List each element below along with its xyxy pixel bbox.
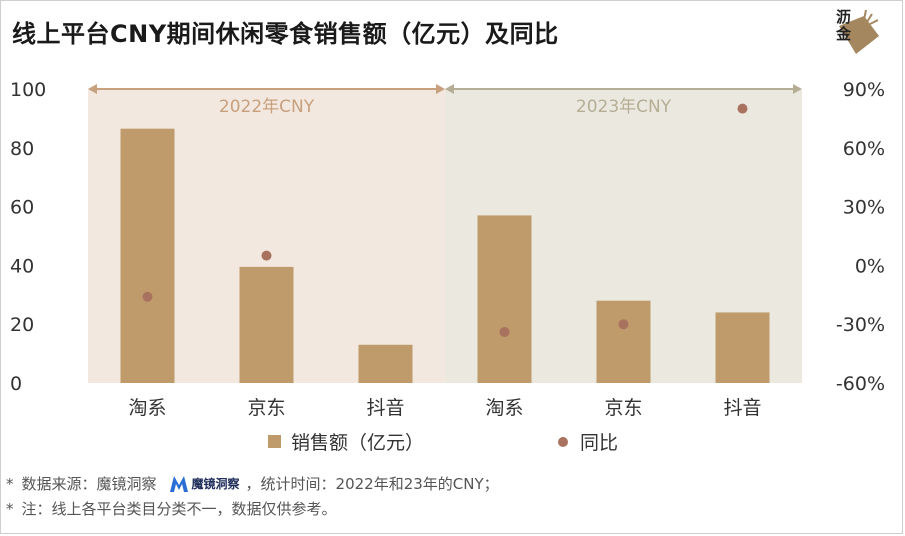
- y-right-tick-label: 30%: [843, 197, 885, 219]
- bar-4: [477, 215, 532, 383]
- y-left-tick-label: 0: [10, 373, 22, 395]
- combo-chart: 2022年CNY 2023年CNY 0 20 40 60 80 100 -60% -30% 0% 30…: [10, 79, 885, 419]
- disclaimer-note: * 注：线上各平台类目分类不一，数据仅供参考。: [6, 498, 337, 519]
- y-right-tick-label: 0%: [855, 255, 885, 277]
- group-arrow-left-1: [88, 84, 97, 94]
- y-right-tick-label: -30%: [836, 314, 885, 336]
- mojing-m-icon: [169, 475, 188, 492]
- bar-1: [120, 128, 175, 383]
- y-left-tick-label: 80: [10, 138, 34, 160]
- mojing-logo-text: 魔镜洞察: [191, 477, 240, 491]
- brand-logo-text: 沥金: [836, 8, 852, 43]
- x-tick-label: 抖音: [366, 397, 404, 419]
- legend-label-sales: 销售额（亿元）: [291, 432, 425, 454]
- legend-dot-swatch: [558, 436, 568, 447]
- group-label-1: 2022年CNY: [219, 97, 315, 117]
- legend-item-yoy: 同比: [558, 428, 618, 455]
- yoy-dot-2: [261, 250, 272, 261]
- bar-6: [715, 312, 770, 383]
- stat-period-text: ，统计时间：2022年和23年的CNY；: [245, 475, 499, 493]
- y-left-tick-label: 100: [10, 79, 46, 101]
- y-left-tick-label: 60: [10, 197, 34, 219]
- y-right-tick-label: -60%: [836, 373, 885, 395]
- group-arrow-right-1: [436, 84, 445, 94]
- bar-5: [596, 300, 651, 383]
- x-tick-label: 淘系: [128, 397, 166, 419]
- y-left-tick-label: 20: [10, 314, 34, 336]
- source-text: 数据来源：魔镜洞察: [21, 475, 157, 493]
- yoy-dot-6: [737, 103, 748, 114]
- legend-bar-swatch: [268, 435, 281, 448]
- brand-logo: [839, 9, 879, 54]
- bar-2: [239, 266, 294, 383]
- group-arrow-right-2: [793, 84, 802, 94]
- note-mark: *: [6, 474, 14, 493]
- yoy-dot-4: [499, 327, 510, 338]
- group-arrow-left-2: [445, 84, 454, 94]
- note-mark: *: [6, 499, 14, 518]
- legend-label-yoy: 同比: [580, 432, 619, 454]
- yoy-dot-1: [142, 291, 153, 302]
- disclaimer-text: 注：线上各平台类目分类不一，数据仅供参考。: [21, 500, 337, 518]
- x-tick-label: 京东: [247, 397, 285, 419]
- bar-3: [358, 344, 413, 383]
- legend-item-sales: 销售额（亿元）: [268, 428, 424, 455]
- x-tick-label: 抖音: [723, 397, 761, 419]
- y-right-tick-label: 90%: [843, 79, 885, 101]
- chart-title: 线上平台CNY期间休闲零食销售额（亿元）及同比: [12, 20, 559, 48]
- group-label-2: 2023年CNY: [576, 97, 672, 117]
- source-note: * 数据来源：魔镜洞察 魔镜洞察 ，统计时间：2022年和23年的CNY；: [6, 473, 499, 494]
- y-right-tick-label: 60%: [843, 138, 885, 160]
- x-tick-label: 京东: [604, 397, 642, 419]
- y-left-tick-label: 40: [10, 255, 34, 277]
- mojing-logo: 魔镜洞察: [169, 475, 240, 493]
- chart-legend: 销售额（亿元） 同比: [0, 428, 905, 458]
- x-tick-label: 淘系: [485, 397, 523, 419]
- yoy-dot-5: [618, 319, 629, 330]
